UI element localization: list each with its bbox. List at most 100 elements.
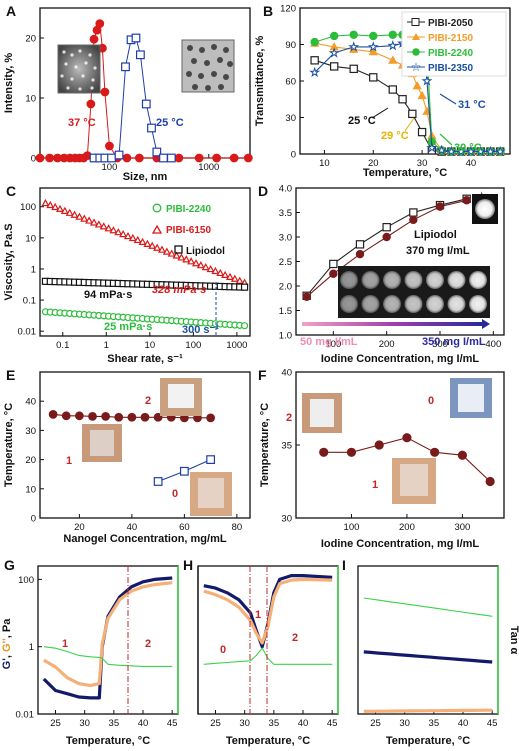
data-point <box>329 259 338 269</box>
annotation-e-2: 2 <box>145 395 151 407</box>
phantom-well <box>447 271 466 289</box>
data-point <box>243 153 253 163</box>
panel-h: H 25 30 35 40 45 0 1 2 Temperature, °C <box>183 557 339 747</box>
y-tick-label: 1 <box>29 642 34 653</box>
phantom-well <box>340 295 358 313</box>
data-point <box>465 145 477 157</box>
annotation-50: 50 mg I/mL <box>300 336 358 348</box>
x-tick-label: 100 <box>344 522 360 533</box>
data-point <box>51 202 60 211</box>
data-point <box>355 249 365 259</box>
panel-label-a: A <box>6 3 16 19</box>
data-point <box>140 412 150 422</box>
data-point <box>167 249 176 257</box>
data-point <box>388 30 397 39</box>
data-point <box>485 476 495 487</box>
x-tick-label: 40 <box>458 718 469 729</box>
data-point <box>388 55 398 64</box>
phantom-well <box>447 295 466 313</box>
annotation-370: 370 mg I/mL <box>406 245 470 257</box>
y-tick-label: 2.0 <box>279 282 292 293</box>
data-point <box>355 240 365 249</box>
data-point <box>329 62 339 71</box>
data-point <box>374 440 384 450</box>
annotation-e-0: 0 <box>172 488 178 500</box>
series-line <box>363 708 493 713</box>
y-tick-label: 0 <box>31 514 36 525</box>
data-point <box>191 259 201 267</box>
y-label-g: G', G'', Pa <box>1 618 13 670</box>
y-tick-label: 1.0 <box>279 331 292 342</box>
data-point <box>206 455 216 464</box>
x-tick-label: 100 <box>185 340 201 351</box>
data-point <box>131 33 141 43</box>
data-point <box>162 247 171 255</box>
annotation-37c: 37 °C <box>68 117 96 129</box>
legend-pibi-2240-c: PIBI-2240 <box>166 204 211 215</box>
data-point <box>86 99 96 109</box>
data-point <box>196 261 205 269</box>
x-tick-label: 30 <box>399 718 410 729</box>
series-line <box>43 646 173 667</box>
data-point <box>80 214 89 222</box>
x-tick-label: 1 <box>104 340 109 351</box>
y-tick-label: 30 <box>285 113 296 124</box>
y-tick-label: 4.0 <box>279 184 292 195</box>
y-tick-label: 10 <box>25 94 36 105</box>
data-point <box>166 153 176 163</box>
data-point <box>402 433 412 443</box>
data-point <box>382 232 391 242</box>
panel-e: E 20 40 60 80 0 10 20 30 40 2 1 0 Nanogel Concen… <box>3 367 251 545</box>
data-point <box>105 141 114 151</box>
data-point <box>310 56 319 65</box>
data-point <box>114 150 124 160</box>
y-tick-label: 60 <box>285 77 296 88</box>
data-point <box>369 73 378 82</box>
panel-label-h: H <box>183 557 193 573</box>
y-tick-label: 90 <box>285 40 296 51</box>
annotation-f-2: 2 <box>286 412 292 424</box>
data-point <box>147 123 156 133</box>
legend-pibi-2150: PIBI-2150 <box>428 33 473 44</box>
y-tick-label: 1 <box>31 264 36 275</box>
x-tick-label: 30 <box>79 718 90 729</box>
y-tick-label: 3.0 <box>279 233 292 244</box>
data-point <box>235 276 244 284</box>
phantom-well <box>361 295 380 313</box>
data-point <box>159 153 168 163</box>
y-tick-label: 35 <box>281 441 292 452</box>
x-tick-label: 40 <box>127 522 138 533</box>
legend-pibi-2050: PIBI-2050 <box>428 18 473 29</box>
y-label-a: Intensity, % <box>3 53 15 114</box>
x-tick-label: 10 <box>145 340 156 351</box>
data-point <box>348 41 360 52</box>
annotation-25: 25 mPa·s <box>104 321 152 333</box>
data-point <box>216 268 225 277</box>
series-line <box>42 581 173 688</box>
annotation-328: 328 mPa·s <box>152 284 206 296</box>
annotation-30c: 30 °C <box>454 142 482 154</box>
annotation-300: 300 s⁻¹ <box>182 324 219 336</box>
data-point <box>201 262 210 271</box>
x-tick-label: 1000 <box>226 340 247 351</box>
svg-text:☆: ☆ <box>411 60 422 74</box>
data-point <box>177 253 186 261</box>
annotation-29c: 29 °C <box>381 130 409 142</box>
annotation-h-0: 0 <box>220 644 226 656</box>
data-point <box>225 272 235 280</box>
annotation-25c-b: 25 °C <box>348 115 376 127</box>
data-point <box>89 218 99 226</box>
phantom-well <box>426 295 444 313</box>
data-point <box>109 226 118 234</box>
y-tick-label: 20 <box>25 34 36 45</box>
panel-label-i: I <box>342 557 346 573</box>
data-point <box>475 145 487 157</box>
x-label-e: Nanogel Concentration, mg/mL <box>63 533 226 545</box>
y-label-b: Transmittance, % <box>254 36 266 127</box>
data-point <box>133 235 142 244</box>
x-tick-label: 20 <box>368 158 379 169</box>
data-point <box>206 264 215 273</box>
data-point <box>94 220 103 228</box>
data-point <box>65 208 74 216</box>
annotation-h-1: 1 <box>255 609 261 621</box>
